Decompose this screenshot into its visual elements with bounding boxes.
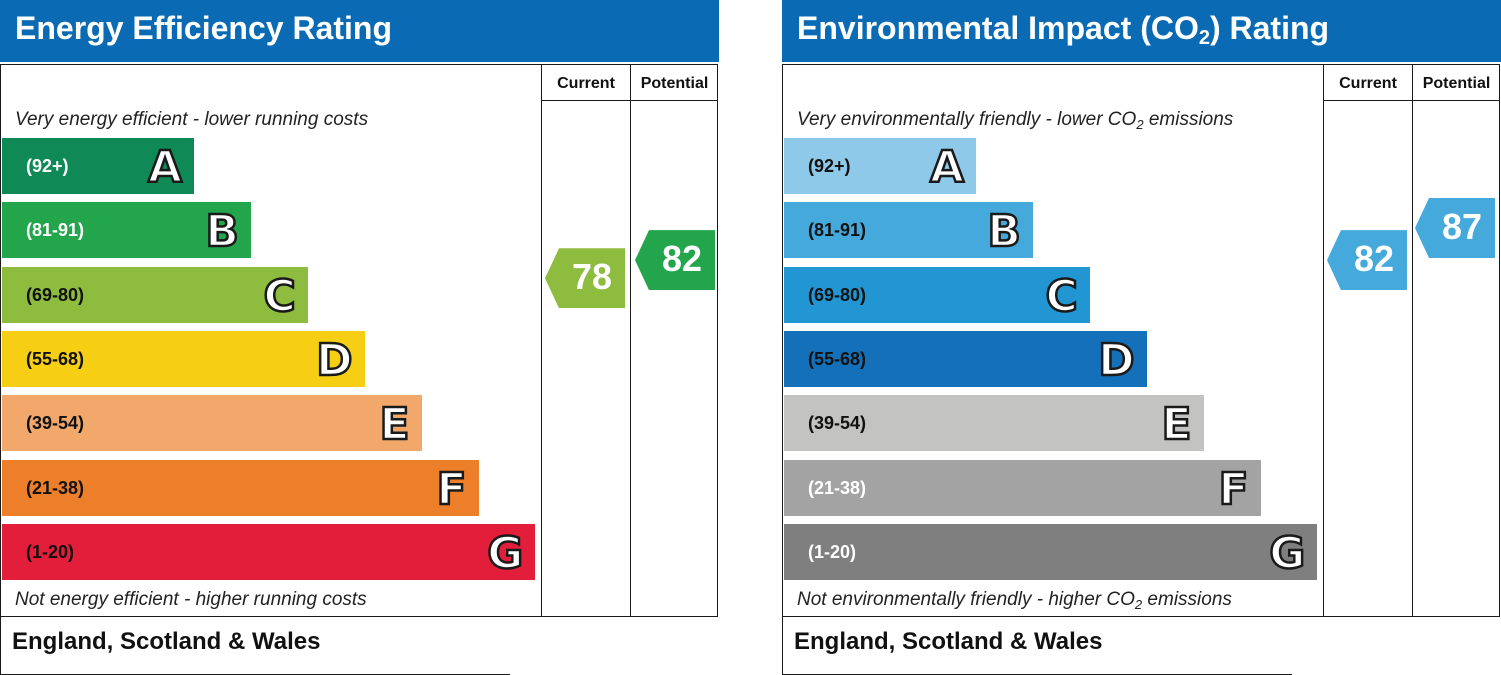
potential-column-divider <box>1412 64 1413 617</box>
current-column-header: Current <box>1339 75 1397 92</box>
band-letter: A <box>147 141 184 195</box>
band-range-label: (92+) <box>26 156 69 176</box>
band-range-label: (21-38) <box>26 477 85 498</box>
band-b: (81-91) B <box>2 202 251 259</box>
band-letter: G <box>486 527 525 581</box>
band-letter: C <box>262 269 297 323</box>
band-f: (21-38) F <box>2 459 479 516</box>
band-a: (92+) A <box>784 138 976 194</box>
band-d: (55-68) D <box>784 330 1147 388</box>
band-range-label: (1-20) <box>808 541 857 562</box>
band-range-label: (39-54) <box>808 413 867 434</box>
band-letter: E <box>1160 398 1193 452</box>
potential-rating-value: 82 <box>661 238 703 280</box>
band-letter: B <box>986 205 1022 259</box>
band-range-label: (55-68) <box>26 348 85 369</box>
band-range-label: (1-20) <box>26 541 75 562</box>
environmental-impact-title-bar: Environmental Impact (CO2) Rating <box>782 0 1501 62</box>
region-footer: England, Scotland & Wales <box>794 628 1103 655</box>
band-letter: C <box>1044 269 1079 323</box>
band-e: (39-54) E <box>2 395 422 451</box>
band-letter: F <box>1217 462 1250 516</box>
region-footer: England, Scotland & Wales <box>12 628 321 655</box>
top-caption: Very energy efficient - lower running co… <box>15 109 369 130</box>
band-a: (92+) A <box>2 138 194 194</box>
band-range-label: (81-91) <box>808 220 867 241</box>
band-c: (69-80) C <box>784 266 1090 323</box>
band-range-label: (81-91) <box>26 220 85 241</box>
band-letter: F <box>435 462 468 516</box>
column-header-divider <box>1323 100 1500 101</box>
band-f: (21-38) F <box>784 459 1261 516</box>
bottom-caption: Not environmentally friendly - higher CO… <box>797 589 1232 612</box>
top-caption: Very environmentally friendly - lower CO… <box>797 109 1234 132</box>
energy-efficiency-panel: Energy Efficiency Rating Current Potenti… <box>0 0 719 675</box>
band-letter: E <box>378 398 411 452</box>
band-letter: A <box>929 141 966 195</box>
band-g: (1-20) G <box>2 523 536 581</box>
potential-rating-arrow: 82 <box>635 230 715 291</box>
band-letter: D <box>315 334 354 388</box>
potential-column-header: Potential <box>1422 75 1491 92</box>
band-c: (69-80) C <box>2 266 308 323</box>
band-range-label: (69-80) <box>808 284 867 305</box>
current-column-divider <box>541 64 542 617</box>
potential-rating-arrow: 87 <box>1415 198 1495 259</box>
band-letter: D <box>1097 334 1136 388</box>
band-range-label: (92+) <box>808 156 851 176</box>
energy-efficiency-title-bar: Energy Efficiency Rating <box>0 0 719 62</box>
band-range-label: (55-68) <box>808 348 867 369</box>
band-range-label: (39-54) <box>26 413 85 434</box>
band-b: (81-91) B <box>784 202 1033 259</box>
band-d: (55-68) D <box>2 330 365 388</box>
band-e: (39-54) E <box>784 395 1204 451</box>
potential-rating-value: 87 <box>1441 206 1483 248</box>
current-rating-arrow: 82 <box>1327 230 1407 291</box>
band-letter: G <box>1268 527 1307 581</box>
energy-efficiency-frame <box>0 64 718 617</box>
band-letter: B <box>204 205 240 259</box>
environmental-impact-panel: Environmental Impact (CO2) Rating Curren… <box>782 0 1501 675</box>
current-column-header: Current <box>557 75 615 92</box>
energy-efficiency-title: Energy Efficiency Rating <box>15 10 392 46</box>
potential-column-divider <box>630 64 631 617</box>
band-range-label: (69-80) <box>26 284 85 305</box>
band-g: (1-20) G <box>784 523 1318 581</box>
potential-column-header: Potential <box>640 75 709 92</box>
current-rating-value: 78 <box>571 256 613 298</box>
band-range-label: (21-38) <box>808 477 867 498</box>
bottom-caption: Not energy efficient - higher running co… <box>15 589 367 610</box>
environmental-impact-frame <box>782 64 1500 617</box>
environmental-impact-title: Environmental Impact (CO2) Rating <box>797 10 1330 49</box>
current-rating-value: 82 <box>1353 238 1395 280</box>
column-header-divider <box>541 100 718 101</box>
current-column-divider <box>1323 64 1324 617</box>
current-rating-arrow: 78 <box>545 248 625 309</box>
